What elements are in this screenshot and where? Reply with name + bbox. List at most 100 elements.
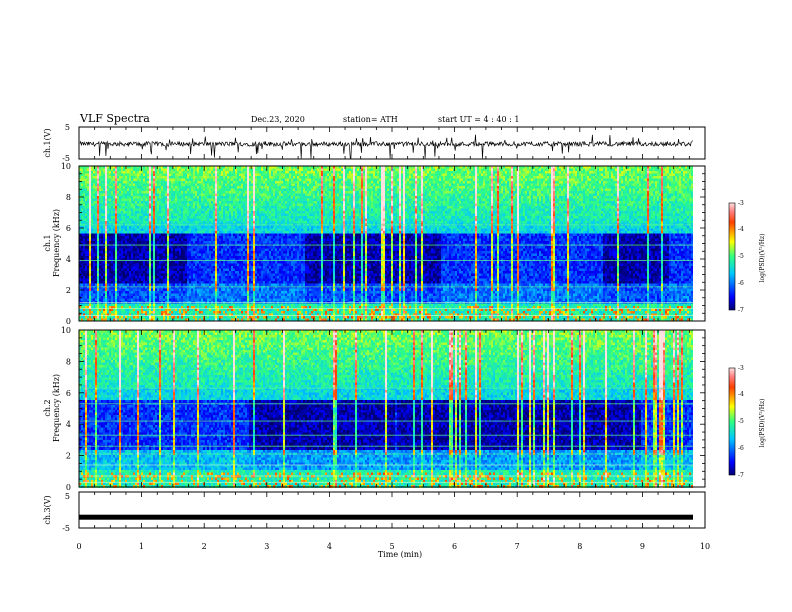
spectrogram-cell	[103, 173, 106, 177]
spectrogram-cell	[101, 281, 104, 284]
spectrogram-cell	[157, 268, 160, 272]
spectrogram-cell	[115, 286, 118, 289]
spectrogram-cell	[147, 186, 150, 189]
spectrogram-cell	[101, 306, 104, 309]
spectrogram-cell	[117, 316, 120, 319]
spectrogram-cell	[115, 221, 118, 224]
spectrogram-cell	[121, 208, 124, 212]
spectrogram-cell	[85, 316, 88, 319]
spectrogram-cell	[103, 238, 106, 242]
spectrogram-cell	[121, 176, 124, 179]
spectrogram-cell	[107, 298, 110, 302]
spectrogram-cell	[93, 268, 96, 272]
spectrogram-cell	[117, 291, 120, 294]
spectrogram-cell	[81, 313, 84, 317]
spectrogram-cell	[155, 186, 158, 189]
spectrogram-cell	[123, 248, 126, 252]
spectrogram-cell	[141, 293, 144, 297]
spectrogram-cell	[125, 296, 128, 299]
spectrogram-cell	[83, 296, 86, 299]
spectrogram-cell	[95, 233, 98, 237]
spectrogram-cell	[81, 296, 84, 299]
spectrogram-cell	[97, 218, 100, 222]
spectrogram-cell	[125, 213, 128, 217]
spectrogram-cell	[101, 308, 104, 312]
spectrogram-cell	[161, 203, 164, 207]
spectrogram-cell	[81, 221, 84, 224]
spectrogram-cell	[121, 171, 124, 174]
spectrogram-cell	[137, 228, 140, 232]
spectrogram-cell	[135, 216, 138, 219]
spectrogram-cell	[95, 303, 98, 307]
spectrogram-cell	[113, 258, 116, 262]
spectrogram-cell	[105, 216, 108, 219]
spectrogram-cell	[143, 168, 146, 172]
spectrogram-cell	[105, 176, 108, 179]
spectrogram-cell	[111, 266, 114, 269]
spectrogram-cell	[95, 266, 98, 269]
spectrogram-cell	[89, 181, 92, 184]
spectrogram-cell	[111, 198, 114, 202]
spectrogram-cell	[81, 251, 84, 254]
spectrogram-cell	[131, 221, 134, 224]
spectrogram-cell	[93, 178, 96, 182]
spectrogram-cell	[133, 188, 136, 192]
spectrogram-cell	[95, 286, 98, 289]
spectrogram-cell	[129, 256, 132, 259]
spectrogram-cell	[143, 271, 146, 274]
spectrogram-cell	[129, 253, 132, 257]
spectrogram-cell	[109, 268, 112, 272]
spectrogram-cell	[131, 293, 134, 297]
spectrogram-cell	[91, 218, 94, 222]
spectrogram-cell	[85, 268, 88, 272]
spectrogram-cell	[137, 201, 140, 204]
spectrogram-cell	[155, 256, 158, 259]
spectrogram-cell	[149, 258, 152, 262]
spectrogram-cell	[145, 208, 148, 212]
spectrogram-cell	[139, 293, 142, 297]
spectrogram-cell	[97, 313, 100, 317]
spectrogram-cell	[153, 213, 156, 217]
spectrogram-cell	[123, 178, 126, 182]
spectrogram-cell	[93, 258, 96, 262]
spectrogram-cell	[115, 283, 118, 287]
spectrogram-cell	[99, 261, 102, 264]
spectrogram-cell	[97, 178, 100, 182]
spectrogram-cell	[129, 276, 132, 279]
spectrogram-cell	[147, 278, 150, 282]
spectrogram-cell	[125, 191, 128, 194]
spectrogram-cell	[99, 281, 102, 284]
spectrogram-cell	[85, 296, 88, 299]
spectrogram-cell	[79, 303, 82, 307]
spectrogram-cell	[143, 256, 146, 259]
spectrogram-cell	[145, 176, 148, 179]
spectrogram-cell	[159, 303, 162, 307]
spectrogram-cell	[161, 246, 164, 249]
spectrogram-cell	[95, 178, 98, 182]
spectrogram-cell	[121, 253, 124, 257]
spectrogram-cell	[147, 226, 150, 229]
spectrogram-cell	[127, 198, 130, 202]
spectrogram-cell	[97, 183, 100, 187]
spectrogram-cell	[99, 173, 102, 177]
spectrogram-cell	[103, 213, 106, 217]
spectrogram-cell	[125, 268, 128, 272]
spectrogram-cell	[147, 296, 150, 299]
spectrogram-cell	[117, 296, 120, 299]
spectrogram-cell	[149, 191, 152, 194]
spectrogram-cell	[111, 286, 114, 289]
spectrogram-cell	[141, 291, 144, 294]
spectrogram-cell	[149, 316, 152, 319]
spectrogram-cell	[157, 188, 160, 192]
spectrogram-cell	[159, 181, 162, 184]
spectrogram-cell	[153, 203, 156, 207]
spectrogram-cell	[131, 298, 134, 302]
spectrogram-cell	[89, 231, 92, 234]
spectrogram-cell	[89, 271, 92, 274]
spectrogram-cell	[87, 198, 90, 202]
spectrogram-cell	[137, 276, 140, 279]
spectrogram-cell	[111, 183, 114, 187]
spectrogram-cell	[159, 166, 162, 169]
spectrogram-cell	[97, 291, 100, 294]
spectrogram-cell	[91, 278, 94, 282]
